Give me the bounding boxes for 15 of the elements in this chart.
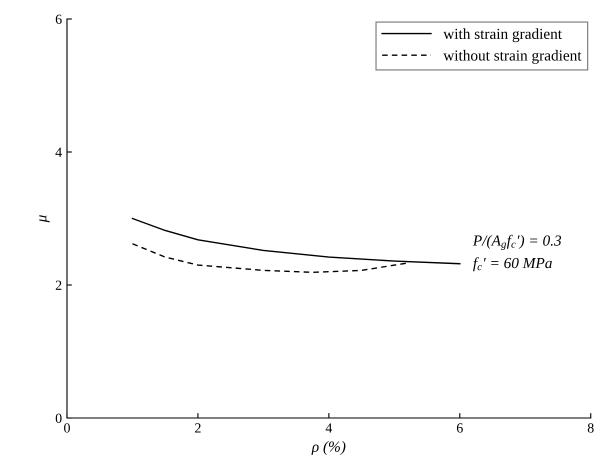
annotation: P/(A$_{g}$f$_{c}$′) = 0.3 xyxy=(472,234,562,250)
legend-label: without strain gradient xyxy=(443,50,582,64)
y-tick-label: 2 xyxy=(56,280,62,290)
x-tick-label: 2 xyxy=(195,423,201,432)
annotation: f$_{c}$′ = 60 MPa xyxy=(473,257,552,272)
x-tick-label: 0 xyxy=(64,423,70,433)
legend-label: with strain gradient xyxy=(443,28,562,42)
y-tick-label: 0 xyxy=(56,414,62,423)
y-tick-label: 4 xyxy=(55,148,62,157)
x-tick-label: 4 xyxy=(326,423,332,432)
y-axis-title: μ xyxy=(39,215,50,222)
x-tick-label: 8 xyxy=(588,423,594,433)
y-tick-label: 6 xyxy=(56,14,62,24)
x-tick-label: 6 xyxy=(456,423,463,433)
x-axis-title: ρ (%) xyxy=(311,441,346,455)
